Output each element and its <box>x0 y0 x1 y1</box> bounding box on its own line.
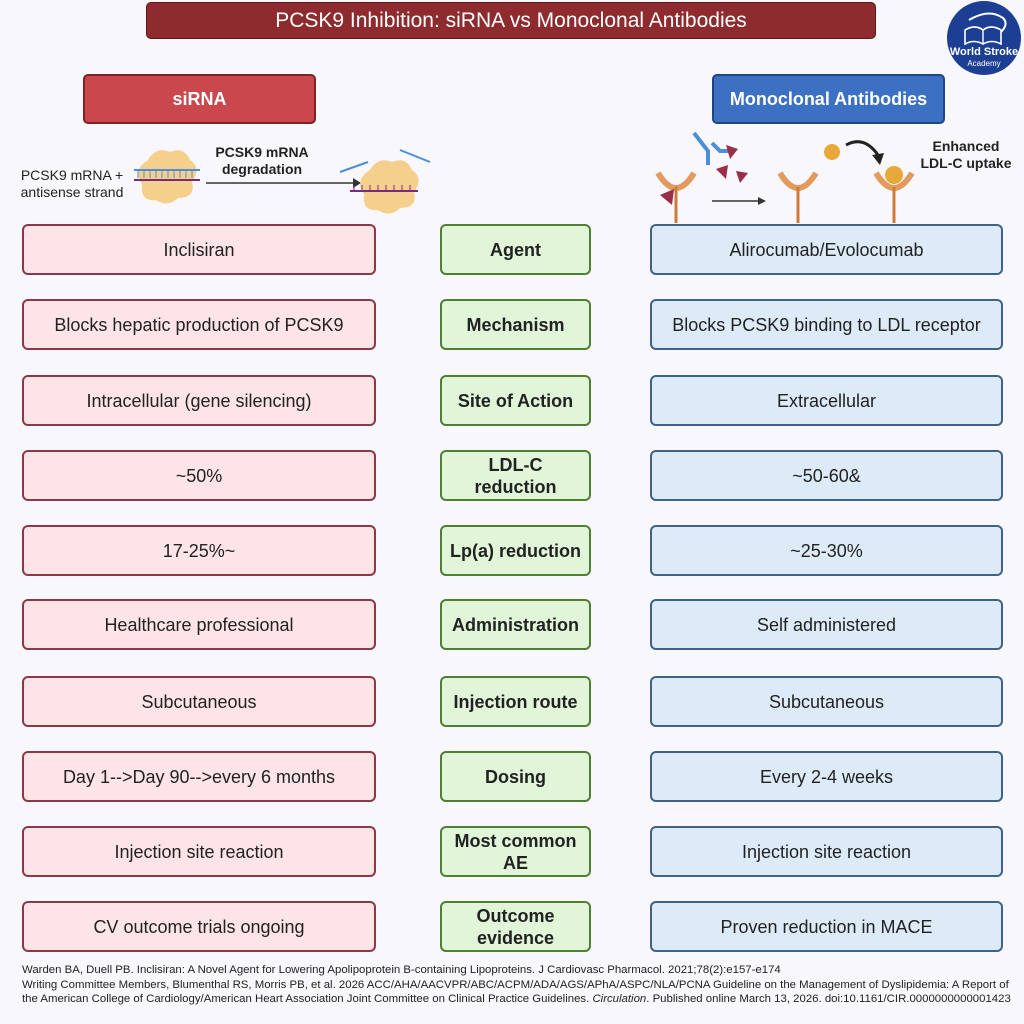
sirna-value: Blocks hepatic production of PCSK9 <box>22 299 376 350</box>
degraded-rna-icon <box>339 149 431 214</box>
row-category: Outcome evidence <box>440 901 591 952</box>
mab-value: Injection site reaction <box>650 826 1003 877</box>
curved-arrow-icon <box>845 140 880 156</box>
sirna-value: Intracellular (gene silencing) <box>22 375 376 426</box>
sirna-mechanism-illustration <box>134 149 431 214</box>
degradation-label: PCSK9 mRNA degradation <box>215 144 309 177</box>
mab-value: Extracellular <box>650 375 1003 426</box>
ldl-receptor-icon <box>655 171 697 191</box>
sirna-value: Injection site reaction <box>22 826 376 877</box>
world-stroke-academy-logo: World Stroke Academy <box>945 0 1023 76</box>
svg-text:Academy: Academy <box>967 59 1000 68</box>
sirna-column-header: siRNA <box>83 74 316 124</box>
mab-value: ~50-60& <box>650 450 1003 501</box>
pcsk9-icon <box>660 189 674 205</box>
arrow-right-icon <box>712 197 766 205</box>
mrna-antisense-label: PCSK9 mRNA + antisense strand <box>20 167 124 200</box>
sirna-value: Healthcare professional <box>22 599 376 650</box>
row-category: Administration <box>440 599 591 650</box>
row-category: Lp(a) reduction <box>440 525 591 576</box>
mab-value: Subcutaneous <box>650 676 1003 727</box>
mab-value: Blocks PCSK9 binding to LDL receptor <box>650 299 1003 350</box>
reference-2: Writing Committee Members, Blumenthal RS… <box>22 978 1011 1006</box>
mab-value: Proven reduction in MACE <box>650 901 1003 952</box>
mab-column-header: Monoclonal Antibodies <box>712 74 945 124</box>
rna-protein-complex-icon <box>134 150 200 204</box>
row-category: Agent <box>440 224 591 275</box>
page-title: PCSK9 Inhibition: siRNA vs Monoclonal An… <box>146 2 876 39</box>
mab-value: Self administered <box>650 599 1003 650</box>
svg-text:World Stroke: World Stroke <box>950 46 1018 58</box>
references: Warden BA, Duell PB. Inclisiran: A Novel… <box>22 963 1012 1007</box>
mab-value: ~25-30% <box>650 525 1003 576</box>
mab-value: Alirocumab/Evolocumab <box>650 224 1003 275</box>
sirna-value: Inclisiran <box>22 224 376 275</box>
row-category: Most common AE <box>440 826 591 877</box>
sirna-value: Day 1-->Day 90-->every 6 months <box>22 751 376 802</box>
row-category: Dosing <box>440 751 591 802</box>
sirna-value: 17-25%~ <box>22 525 376 576</box>
mab-mechanism-illustration <box>655 131 915 223</box>
row-category: LDL-C reduction <box>440 450 591 501</box>
sirna-value: Subcutaneous <box>22 676 376 727</box>
row-category: Injection route <box>440 676 591 727</box>
sirna-value: ~50% <box>22 450 376 501</box>
arrow-right-icon <box>206 178 361 188</box>
row-category: Mechanism <box>440 299 591 350</box>
mab-value: Every 2-4 weeks <box>650 751 1003 802</box>
row-category: Site of Action <box>440 375 591 426</box>
enhanced-uptake-label: Enhanced LDL-C uptake <box>920 138 1012 171</box>
ldl-particle-icon <box>824 144 840 160</box>
sirna-value: CV outcome trials ongoing <box>22 901 376 952</box>
reference-1: Warden BA, Duell PB. Inclisiran: A Novel… <box>22 964 781 976</box>
